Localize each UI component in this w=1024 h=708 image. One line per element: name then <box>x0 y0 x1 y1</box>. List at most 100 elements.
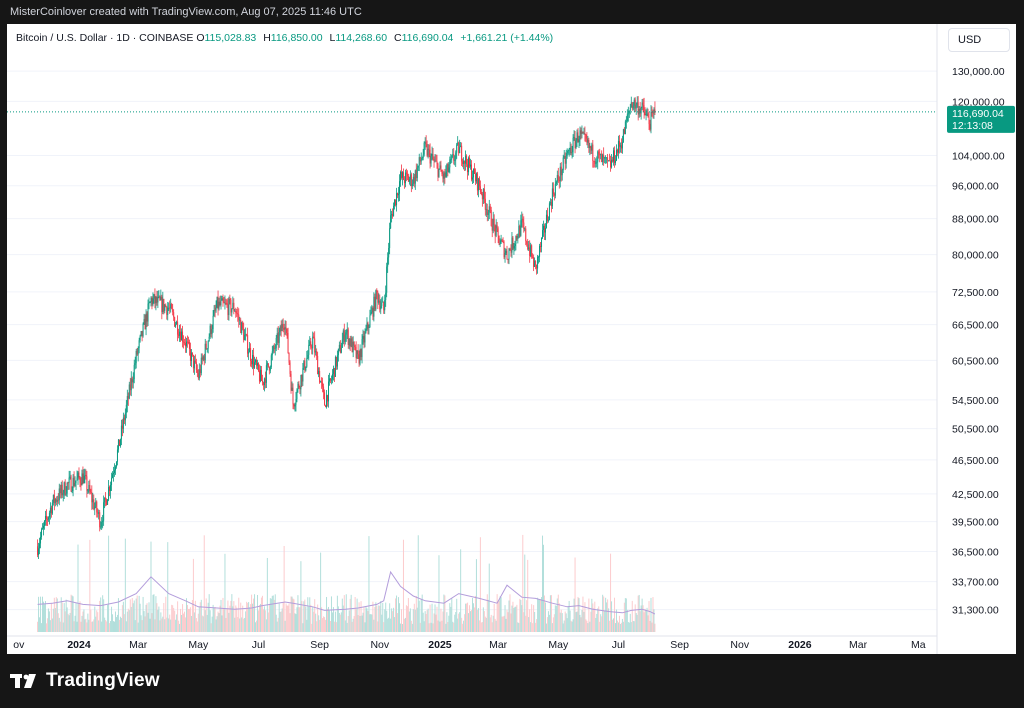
candle-body <box>370 312 372 316</box>
volume-bar <box>320 552 322 632</box>
volume-bar <box>641 598 643 632</box>
volume-bar <box>562 623 564 632</box>
candle-body <box>426 144 428 156</box>
volume-bar <box>123 614 125 632</box>
volume-bar <box>100 597 102 632</box>
volume-bar <box>501 616 503 632</box>
candle-body <box>121 425 123 429</box>
price-tick-label: 104,000.00 <box>952 150 1005 162</box>
candle-body <box>149 301 151 303</box>
candle-body <box>568 149 570 152</box>
volume-bar <box>453 622 455 632</box>
volume-bar <box>405 605 407 632</box>
chart-panel[interactable]: 130,000.00 120,000.00 104,000.00 96,000.00 8… <box>7 24 1016 654</box>
candle-body <box>512 237 514 249</box>
candle-body <box>387 257 389 267</box>
candle-body <box>397 193 399 196</box>
candle-body <box>451 155 453 160</box>
volume-bar <box>46 618 48 632</box>
candle-body <box>636 102 638 105</box>
candle-body <box>368 327 370 328</box>
volume-bar <box>168 618 170 632</box>
volume-bar <box>149 618 151 632</box>
candle-body <box>466 155 468 165</box>
candle-body <box>109 487 111 492</box>
volume-bar <box>199 602 201 632</box>
price-chart[interactable]: 130,000.00 120,000.00 104,000.00 96,000.00 8… <box>7 24 1016 654</box>
candle-body <box>414 170 416 184</box>
candle-body <box>550 202 552 207</box>
candle-body <box>189 348 191 362</box>
volume-bar <box>251 594 253 632</box>
volume-bar <box>173 607 175 632</box>
tradingview-logo-icon <box>10 674 36 688</box>
candle-body <box>100 526 102 528</box>
candle-body <box>511 237 513 253</box>
volume-bar <box>506 609 508 632</box>
volume-bar <box>234 617 236 632</box>
volume-bar <box>113 621 115 632</box>
candle-body <box>150 297 152 302</box>
candle-body <box>401 172 403 178</box>
volume-bar <box>636 614 638 632</box>
candle-body <box>83 475 85 484</box>
candle-body <box>328 381 330 402</box>
candle-body <box>220 300 222 306</box>
volume-bar <box>263 606 265 632</box>
volume-bar <box>637 595 639 632</box>
candle-body <box>185 341 187 347</box>
volume-bar <box>206 614 208 632</box>
candle-body <box>465 155 467 164</box>
volume-bar <box>108 535 110 632</box>
volume-bar <box>587 623 589 632</box>
candle-body <box>355 347 357 359</box>
candle-body <box>113 470 115 473</box>
candle-body <box>336 355 338 367</box>
candle-body <box>307 354 309 359</box>
candle-body <box>131 378 133 383</box>
volume-bar <box>549 595 551 632</box>
volume-bar <box>82 611 84 632</box>
candle-body <box>381 302 383 306</box>
candle-body <box>302 368 304 382</box>
candle-body <box>542 230 544 238</box>
candle-body <box>174 317 176 327</box>
candle-body <box>252 355 254 365</box>
candle-body <box>519 226 521 236</box>
candle-body <box>128 384 130 399</box>
candle-body <box>65 493 67 495</box>
volume-bar <box>372 601 374 632</box>
candle-body <box>603 154 605 159</box>
volume-bar <box>598 606 600 632</box>
volume-bar <box>515 606 517 632</box>
time-axis: ov 2024 Mar May Jul Sep Nov 2025 Mar May Jul Sep Nov… <box>7 635 937 651</box>
volume-bar <box>418 600 420 632</box>
candle-body <box>169 307 171 309</box>
volume-bar <box>576 611 578 632</box>
candle-body <box>165 305 167 307</box>
volume-bar <box>274 594 276 632</box>
candle-body <box>280 326 282 332</box>
candle-body <box>285 327 287 329</box>
currency-button[interactable]: USD <box>948 28 1010 52</box>
volume-bar <box>287 605 289 632</box>
volume-bar <box>115 617 117 632</box>
change-value: +1,661.21 (+1.44%) <box>460 32 554 44</box>
candle-body <box>383 301 385 311</box>
volume-bar <box>558 603 560 632</box>
candle-body <box>541 237 543 248</box>
candle-body <box>337 348 339 356</box>
tradingview-logo[interactable]: TradingView <box>10 670 160 692</box>
candle-body <box>303 360 305 369</box>
volume-bar <box>482 607 484 632</box>
candle-body <box>644 111 646 116</box>
volume-bar <box>167 542 169 632</box>
candle-body <box>529 247 531 256</box>
price-tick-label: 60,500.00 <box>952 355 999 367</box>
volume-bar <box>353 616 355 632</box>
volume-bar <box>635 612 637 632</box>
candle-body <box>78 472 80 478</box>
candle-body <box>497 228 499 236</box>
candle-body <box>224 302 226 304</box>
volume-bar <box>402 539 404 632</box>
